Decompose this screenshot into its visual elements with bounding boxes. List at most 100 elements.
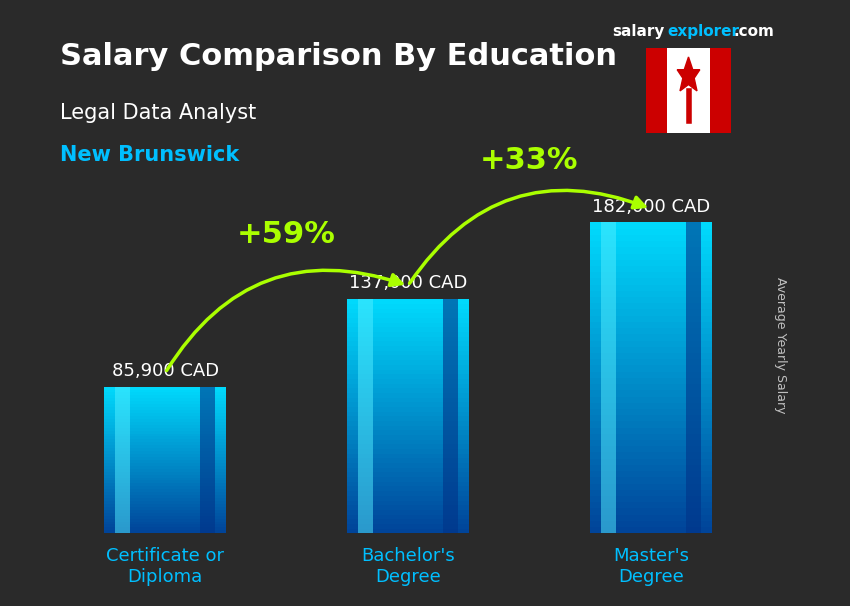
Bar [348,440,468,444]
Bar [105,442,226,445]
Text: New Brunswick: New Brunswick [60,145,239,165]
Bar [590,371,711,378]
Bar [348,393,468,398]
Bar [348,360,468,365]
Bar [105,387,226,390]
Bar [590,303,711,310]
Bar [105,498,226,501]
Bar [105,468,226,471]
Bar [348,308,468,313]
Bar [590,490,711,496]
Bar [105,466,226,468]
Bar [590,521,711,527]
Bar [105,398,226,401]
Bar [590,310,711,316]
Bar [348,356,468,360]
Bar [590,446,711,453]
Bar [590,396,711,403]
Bar [590,241,711,247]
Bar [590,390,711,396]
Bar [358,299,373,533]
Text: 85,900 CAD: 85,900 CAD [111,362,218,380]
Bar [590,508,711,514]
Bar [590,347,711,353]
Bar [348,323,468,327]
Bar [590,222,711,228]
Bar [116,387,130,533]
Bar [105,457,226,460]
Bar [348,528,468,533]
Bar [105,463,226,466]
Bar [590,440,711,446]
Bar [105,407,226,410]
Bar [590,266,711,272]
Bar [348,398,468,402]
Bar [348,425,468,430]
Bar [590,502,711,508]
Bar [105,425,226,428]
Bar [105,422,226,425]
Bar [105,481,226,484]
Bar [601,222,615,533]
Bar [590,272,711,278]
Bar [348,468,468,473]
Bar [590,378,711,384]
Bar [105,527,226,530]
Bar [105,410,226,413]
Bar [348,299,468,304]
Bar [348,379,468,384]
Bar [105,474,226,478]
Bar [590,421,711,428]
Text: Legal Data Analyst: Legal Data Analyst [60,103,256,123]
Bar [348,491,468,496]
Bar [590,465,711,471]
Text: explorer: explorer [667,24,740,39]
Bar [590,403,711,409]
Bar [590,297,711,303]
Bar [590,353,711,359]
Bar [105,404,226,407]
Bar [348,510,468,514]
Bar [105,393,226,395]
Bar [348,421,468,425]
Bar [590,253,711,260]
Bar [590,434,711,440]
Bar [105,495,226,498]
Bar [105,530,226,533]
Bar [348,519,468,524]
Bar [686,222,700,533]
Bar [105,390,226,393]
Bar [348,501,468,505]
Bar [105,401,226,404]
Bar [105,516,226,519]
Bar [105,431,226,433]
Bar [348,430,468,435]
Bar [590,415,711,421]
Bar [590,459,711,465]
Bar [348,514,468,519]
Bar [105,395,226,398]
Bar [348,482,468,487]
Bar [590,322,711,328]
Bar [105,460,226,463]
Text: salary: salary [612,24,665,39]
Bar [348,411,468,416]
Bar [105,489,226,492]
Bar [348,304,468,308]
Text: 137,000 CAD: 137,000 CAD [348,275,468,293]
Bar [348,477,468,482]
Text: +33%: +33% [480,146,579,175]
Bar [348,332,468,337]
Bar [105,413,226,416]
Bar [348,370,468,374]
Bar [590,291,711,297]
Bar [590,341,711,347]
Bar [348,351,468,356]
Bar [348,341,468,346]
Bar [348,313,468,318]
Bar [105,510,226,513]
Bar [590,496,711,502]
Text: Average Yearly Salary: Average Yearly Salary [774,277,786,414]
Bar [348,416,468,421]
FancyBboxPatch shape [646,48,667,133]
